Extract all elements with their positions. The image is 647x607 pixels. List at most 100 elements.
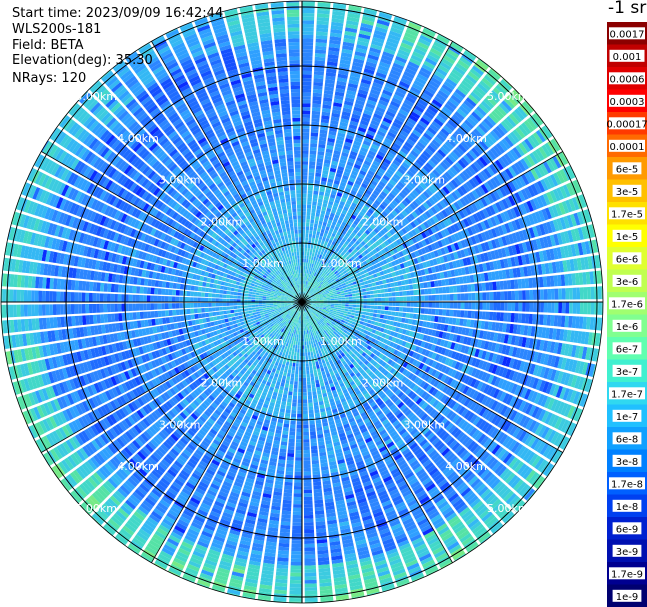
range-gate-cell [379,229,386,236]
range-gate-cell [318,143,326,149]
range-gate-cell [357,173,365,180]
range-gate-cell [315,296,320,299]
range-gate-cell [427,208,435,217]
range-gate-cell [460,285,465,293]
range-gate-cell [331,287,336,291]
range-gate-cell [447,245,453,253]
range-gate-cell [467,284,472,292]
range-gate-cell [360,317,365,322]
range-gate-cell [480,221,487,231]
range-gate-cell [395,296,400,302]
range-gate-cell [527,136,537,149]
range-gate-cell [318,254,323,259]
range-gate-cell [387,311,392,316]
range-gate-cell [383,315,388,320]
range-gate-cell [444,140,454,150]
range-gate-cell [316,205,322,210]
range-gate-cell [336,257,341,262]
range-gate-cell [366,99,377,106]
range-gate-cell [389,236,396,243]
range-gate-cell [393,59,406,67]
range-gate-cell [351,65,363,72]
range-gate-cell [446,100,458,110]
range-gate-cell [384,171,393,179]
range-gate-cell [467,204,475,214]
range-gate-cell [433,181,442,190]
range-gate-cell [386,238,393,245]
range-gate-cell [392,254,398,260]
range-gate-cell [303,273,305,277]
range-gate-cell [364,229,371,235]
range-gate-cell [393,281,399,287]
range-gate-cell [306,258,309,263]
range-gate-cell [423,221,430,229]
range-gate-cell [361,246,367,252]
range-gate-cell [572,302,577,314]
range-gate-cell [304,292,307,296]
range-gate-cell [446,226,454,235]
range-gate-cell [452,148,462,158]
range-gate-cell [532,302,537,313]
range-gate-cell [311,212,316,217]
range-gate-cell [457,59,470,70]
range-gate-cell [559,169,569,182]
range-gate-cell [304,258,307,263]
range-gate-cell [302,74,312,79]
range-gate-cell [313,190,319,195]
range-gate-cell [329,32,342,38]
range-gate-cell [408,114,419,123]
range-gate-cell [468,149,478,160]
range-gate-cell [377,206,384,213]
range-gate-cell [473,128,483,139]
range-gate-cell [404,67,417,76]
range-gate-cell [376,196,383,204]
range-gate-cell [361,274,366,279]
range-gate-cell [398,212,406,220]
range-gate-cell [448,97,460,107]
range-gate-cell [311,287,314,292]
range-gate-cell [485,115,497,127]
range-gate-cell [316,253,320,259]
range-gate-cell [303,265,306,270]
range-gate-cell [310,340,314,345]
range-gate-cell [319,271,323,276]
range-gate-cell [489,164,498,175]
range-gate-cell [356,96,366,103]
range-gate-cell [439,256,445,264]
range-gate-cell [304,284,306,288]
range-gate-cell [417,195,425,204]
range-gate-cell [339,62,351,69]
range-gate-cell [362,277,368,282]
range-gate-cell [327,303,331,305]
range-gate-cell [481,154,491,165]
range-gate-cell [343,311,348,314]
range-gate-cell [342,41,355,48]
range-gate-cell [503,153,513,165]
range-gate-cell [336,289,341,293]
range-gate-cell [302,229,306,234]
range-gate-cell [507,166,517,178]
range-gate-cell [424,288,429,295]
range-gate-cell [359,26,373,33]
range-gate-cell [387,34,401,42]
range-gate-cell [306,219,310,223]
range-gate-cell [363,280,369,285]
range-gate-cell [443,80,455,91]
range-gate-cell [353,106,363,113]
range-gate-cell [316,265,320,270]
range-gate-cell [332,157,339,163]
range-gate-cell [341,297,346,300]
range-gate-cell [336,135,345,142]
range-gate-cell [327,273,332,278]
range-gate-cell [368,92,380,99]
range-gate-cell [348,294,353,297]
range-gate-cell [424,176,433,185]
range-gate-cell [302,161,309,165]
range-gate-cell [465,193,474,203]
range-gate-cell [486,218,494,228]
range-gate-cell [334,276,339,281]
range-gate-cell [317,284,321,288]
range-gate-cell [463,50,476,61]
range-gate-cell [350,315,355,319]
range-gate-cell [386,205,394,212]
